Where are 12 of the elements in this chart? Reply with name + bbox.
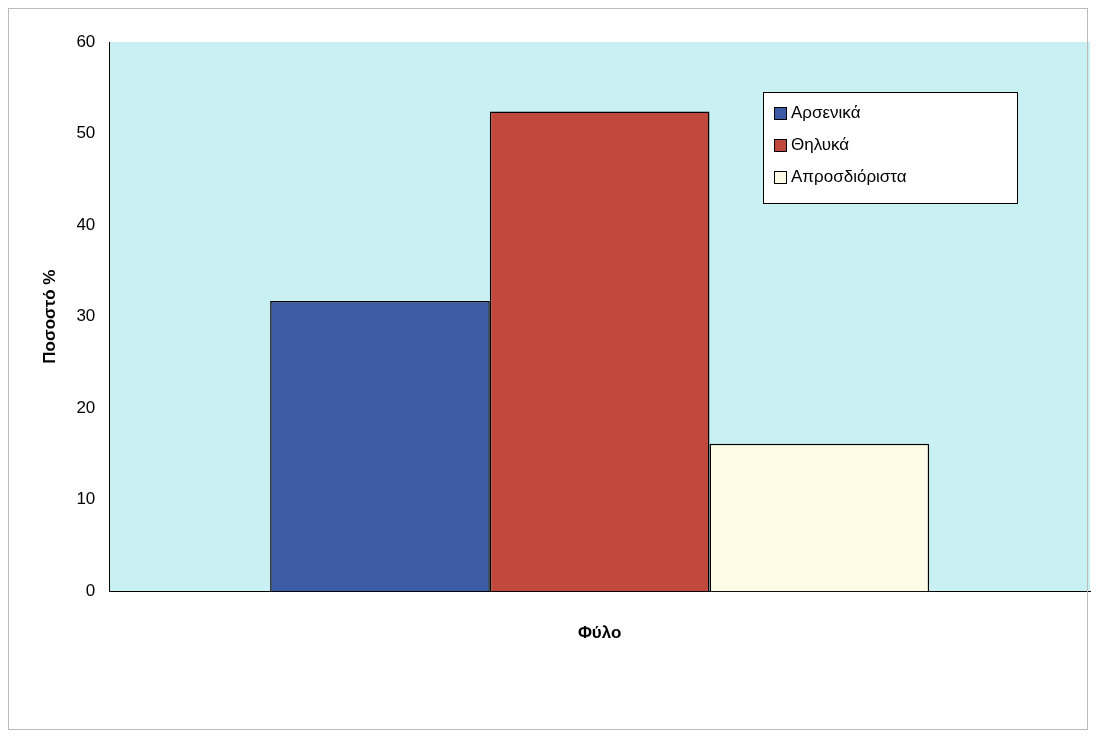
y-tick-label: 20 [76,397,96,417]
x-axis-title: Φύλο [577,623,622,643]
y-tick-label: 50 [76,123,96,143]
y-tick-label: 60 [76,31,96,51]
y-tick-label: 40 [76,214,96,234]
y-tick-label: 30 [76,306,96,326]
legend-label: Απροσδιόριστα [791,167,907,187]
y-axis-title: Ποσοστό % [39,269,59,364]
legend-label: Αρσενικά [791,103,861,123]
y-tick-label: 0 [85,580,96,600]
y-tick-label: 10 [76,489,96,509]
legend-label: Θηλυκά [791,135,850,155]
